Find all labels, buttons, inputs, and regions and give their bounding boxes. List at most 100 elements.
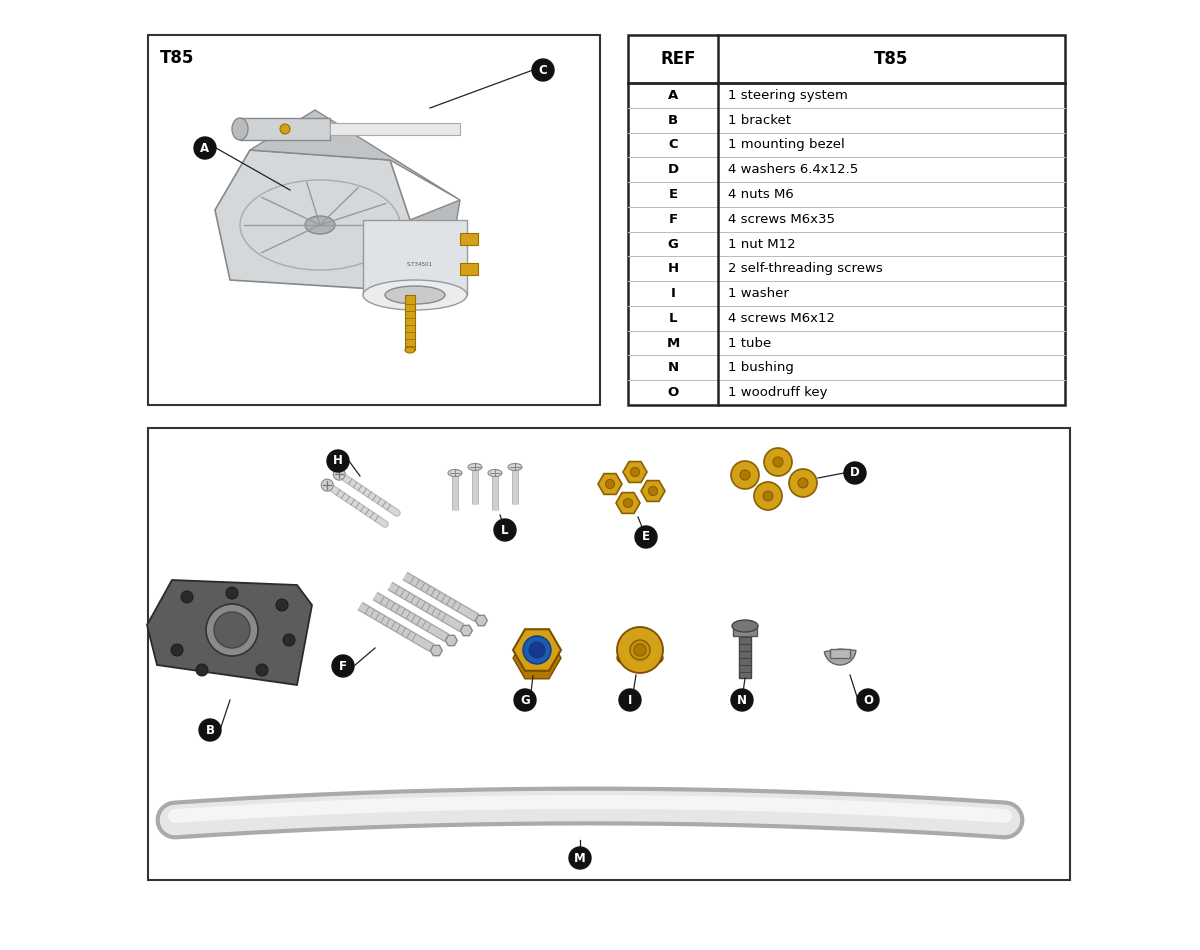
Text: 1 nut M12: 1 nut M12 (728, 238, 796, 251)
Text: E: E (642, 530, 650, 543)
Text: L: L (502, 523, 509, 537)
Ellipse shape (488, 469, 502, 477)
Ellipse shape (385, 286, 445, 304)
Circle shape (790, 469, 817, 497)
Text: 4 screws M6x35: 4 screws M6x35 (728, 213, 835, 226)
Polygon shape (390, 200, 460, 290)
Polygon shape (445, 636, 457, 646)
Polygon shape (598, 474, 622, 494)
Text: 4 washers 6.4x12.5: 4 washers 6.4x12.5 (728, 163, 858, 176)
Circle shape (514, 689, 536, 711)
Circle shape (326, 450, 349, 472)
Circle shape (740, 470, 750, 480)
Text: 1 bracket: 1 bracket (728, 114, 791, 126)
Polygon shape (250, 110, 460, 200)
Circle shape (635, 526, 658, 548)
Text: H: H (667, 262, 678, 276)
Circle shape (630, 640, 650, 660)
Circle shape (569, 847, 592, 869)
Circle shape (764, 448, 792, 476)
Text: L: L (668, 312, 677, 325)
Polygon shape (475, 616, 487, 626)
Text: REF: REF (660, 50, 696, 68)
Text: T85: T85 (875, 50, 908, 68)
Polygon shape (514, 637, 562, 679)
Text: O: O (667, 386, 679, 399)
Text: 1 bushing: 1 bushing (728, 361, 794, 374)
Ellipse shape (468, 464, 482, 470)
Circle shape (214, 612, 250, 648)
Bar (628, 35, 1066, 405)
Text: N: N (667, 361, 678, 374)
Text: D: D (850, 466, 860, 480)
Polygon shape (623, 462, 647, 483)
Text: F: F (668, 213, 678, 226)
Ellipse shape (448, 469, 462, 477)
Circle shape (619, 689, 641, 711)
Ellipse shape (617, 649, 662, 667)
Text: 4 screws M6x12: 4 screws M6x12 (728, 312, 835, 325)
Bar (148, 428, 1070, 880)
Text: 1 mounting bezel: 1 mounting bezel (728, 139, 845, 151)
Text: 1 steering system: 1 steering system (728, 89, 848, 102)
Polygon shape (514, 629, 562, 671)
Polygon shape (616, 493, 640, 513)
Bar (733, 628, 757, 636)
Polygon shape (431, 645, 443, 656)
Circle shape (256, 664, 268, 676)
Text: 1 tube: 1 tube (728, 336, 772, 350)
Bar (148, 35, 600, 405)
Circle shape (199, 719, 221, 741)
Circle shape (763, 491, 773, 501)
Text: A: A (200, 142, 210, 155)
Circle shape (617, 627, 662, 673)
Text: E: E (668, 188, 678, 201)
Circle shape (283, 634, 295, 646)
Text: C: C (539, 64, 547, 77)
Bar (460, 233, 478, 245)
Circle shape (634, 644, 646, 656)
Text: I: I (671, 287, 676, 300)
Ellipse shape (732, 620, 758, 632)
Circle shape (844, 462, 866, 484)
Text: D: D (667, 163, 678, 176)
Text: N: N (737, 694, 746, 707)
Circle shape (494, 519, 516, 541)
Circle shape (731, 461, 760, 489)
Text: G: G (520, 694, 530, 707)
Bar (739, 628, 751, 678)
Text: M: M (574, 851, 586, 864)
Ellipse shape (232, 118, 248, 140)
Text: O: O (863, 694, 874, 707)
Polygon shape (148, 580, 312, 685)
Ellipse shape (364, 280, 467, 310)
Text: 1 woodruff key: 1 woodruff key (728, 386, 828, 399)
Bar (406, 295, 415, 350)
Circle shape (181, 591, 193, 603)
Bar (460, 263, 478, 275)
Ellipse shape (406, 347, 415, 353)
Circle shape (226, 587, 238, 599)
Text: S.T34501: S.T34501 (407, 262, 433, 268)
Ellipse shape (508, 464, 522, 470)
Circle shape (754, 482, 782, 510)
Circle shape (206, 604, 258, 656)
Circle shape (773, 457, 784, 467)
Circle shape (276, 599, 288, 611)
Text: A: A (668, 89, 678, 102)
Circle shape (532, 59, 554, 81)
Circle shape (529, 642, 545, 658)
Circle shape (630, 467, 640, 477)
Circle shape (648, 486, 658, 496)
Text: G: G (667, 238, 678, 251)
Text: C: C (668, 139, 678, 151)
Circle shape (523, 636, 551, 664)
Polygon shape (641, 481, 665, 502)
Text: M: M (666, 336, 679, 350)
Wedge shape (824, 649, 856, 665)
Circle shape (798, 478, 808, 488)
Polygon shape (215, 150, 410, 290)
Bar (240, 118, 330, 140)
Ellipse shape (305, 216, 335, 234)
Bar (830, 649, 850, 658)
